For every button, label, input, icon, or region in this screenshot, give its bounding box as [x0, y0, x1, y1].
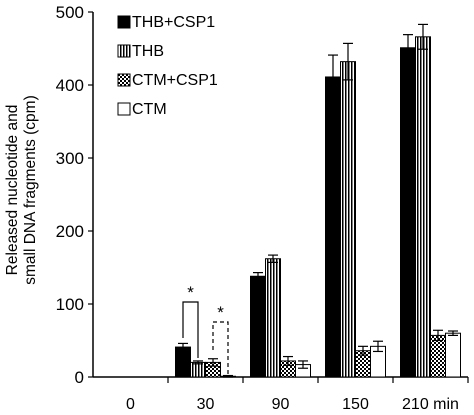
significance-star: * [217, 303, 224, 322]
y-axis-label-line: small DNA fragments (cpm) [22, 95, 39, 284]
legend: THB+CSP1 THB CTM+CSP1 CTM [117, 14, 218, 118]
annotations: ** [182, 283, 229, 374]
y-tick-label: 300 [56, 149, 84, 168]
bar [265, 258, 281, 378]
bar [325, 76, 341, 378]
y-tick-label: 500 [56, 3, 84, 22]
bar [250, 275, 266, 378]
significance-bracket [182, 301, 199, 358]
legend-swatch [117, 102, 131, 116]
bar [415, 36, 431, 378]
x-tick-label: 90 [272, 396, 290, 413]
y-axis-label: Released nucleotide and small DNA fragmen… [4, 95, 39, 284]
legend-label: THB [132, 43, 164, 60]
y-tick-label: 100 [56, 295, 84, 314]
legend-swatch [117, 44, 131, 58]
y-tick-label: 400 [56, 76, 84, 95]
significance-star: * [187, 283, 194, 302]
y-tick-label: 0 [75, 368, 84, 387]
legend-label: CTM+CSP1 [132, 72, 218, 89]
significance-bracket [212, 321, 229, 374]
x-tick-label: 30 [197, 396, 215, 413]
y-tick-label: 200 [56, 222, 84, 241]
bar [445, 332, 461, 378]
bars [175, 23, 461, 378]
bar [190, 361, 206, 378]
legend-label: CTM [132, 101, 167, 118]
legend-swatch [117, 73, 131, 87]
legend-label: THB+CSP1 [132, 14, 215, 31]
x-tick-label: 0 [126, 396, 135, 413]
axes: 0 100 200 300 400 500 0 30 90 150 210 min [56, 3, 469, 413]
x-tick-label: 210 min [402, 396, 459, 413]
x-tick-label: 150 [342, 396, 369, 413]
bar [175, 346, 191, 378]
y-axis-label-line: Released nucleotide and [4, 105, 21, 276]
legend-swatch [117, 15, 131, 29]
bar [430, 334, 446, 378]
bar [340, 61, 356, 378]
bar [400, 47, 416, 378]
